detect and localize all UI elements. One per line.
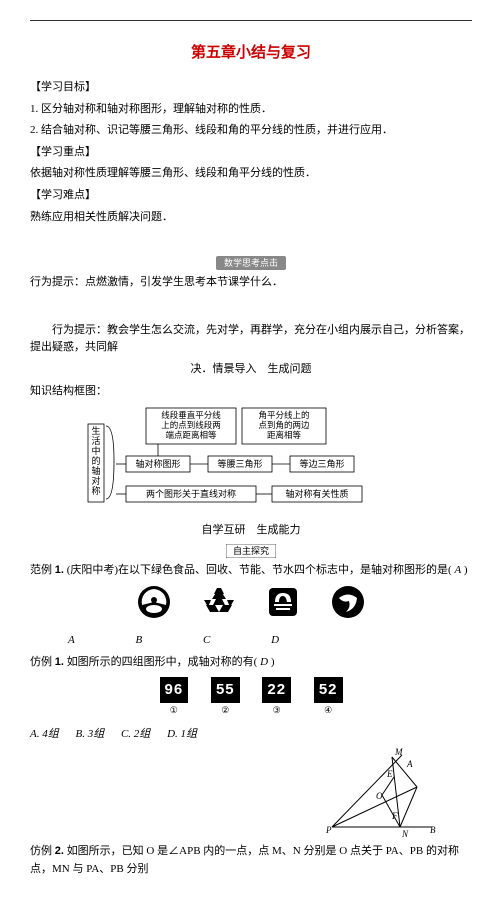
svg-text:对: 对 bbox=[91, 475, 100, 486]
svg-text:两个图形关于直线对称: 两个图形关于直线对称 bbox=[146, 488, 236, 499]
svg-text:P: P bbox=[325, 825, 332, 835]
num-2: 55 bbox=[211, 677, 240, 703]
svg-text:点到角的两边: 点到角的两边 bbox=[258, 420, 310, 430]
example-1: 范例 1. (庆阳中考)在以下绿色食品、回收、节能、节水四个标志中，是轴对称图形… bbox=[30, 562, 472, 580]
svg-text:角平分线上的: 角平分线上的 bbox=[258, 410, 309, 420]
svg-text:上的点到线段两: 上的点到线段两 bbox=[161, 420, 221, 430]
num-4: 52 bbox=[314, 677, 343, 703]
sub-3: ③ bbox=[252, 703, 301, 717]
svg-text:距离相等: 距离相等 bbox=[267, 430, 302, 440]
svg-text:的: 的 bbox=[91, 455, 100, 466]
difficulty-header: 【学习难点】 bbox=[30, 187, 472, 205]
example-close: ) bbox=[464, 564, 468, 576]
letter-a: A bbox=[68, 634, 75, 646]
svg-text:等腰三角形: 等腰三角形 bbox=[217, 458, 262, 469]
svg-text:称: 称 bbox=[91, 485, 100, 496]
svg-text:O: O bbox=[376, 791, 383, 801]
focus-text: 依据轴对称性质理解等腰三角形、线段和角平分线的性质． bbox=[30, 165, 472, 183]
imitate2-text: 如图所示，已知 O 是∠APB 内的一点，点 M、N 分别是 O 点关于 PA、… bbox=[30, 845, 459, 875]
behavior-2b: 决．情景导入 生成问题 bbox=[30, 361, 472, 379]
letter-b: B bbox=[135, 634, 142, 646]
imitate-num: 1. bbox=[55, 656, 64, 668]
behavior-2a: 行为提示：教会学生怎么交流，先对学，再群学，充分在小组内展示自己，分析答案，提出… bbox=[30, 322, 472, 357]
goal-header: 【学习目标】 bbox=[30, 79, 472, 97]
water-icon bbox=[331, 585, 365, 626]
top-rule bbox=[30, 20, 472, 21]
svg-text:数学思考点击: 数学思考点击 bbox=[224, 257, 278, 268]
sub-4: ④ bbox=[304, 703, 353, 717]
svg-text:等边三角形: 等边三角形 bbox=[299, 458, 344, 469]
example-answer: A bbox=[454, 564, 461, 576]
knowledge-diagram: 生 活 中 的 轴 对 称 线段垂直平分线 上的点到线段两 端点距离相等 角平分… bbox=[86, 406, 416, 516]
svg-text:E: E bbox=[386, 769, 393, 779]
recycle-icon bbox=[202, 585, 236, 626]
svg-text:轴对称有关性质: 轴对称有关性质 bbox=[285, 488, 348, 499]
svg-text:活: 活 bbox=[91, 435, 100, 446]
tag-banner-2-icon: 自主探究 bbox=[226, 544, 276, 558]
svg-text:生: 生 bbox=[91, 425, 100, 436]
choice-c: C. 2组 bbox=[121, 728, 150, 740]
energy-icon bbox=[266, 585, 300, 626]
number-row: 96 ① 55 ② 22 ③ 52 ④ bbox=[30, 677, 472, 720]
imitate-answer: D bbox=[260, 656, 268, 668]
focus-header: 【学习重点】 bbox=[30, 144, 472, 162]
letter-d: D bbox=[271, 634, 279, 646]
letter-c: C bbox=[203, 634, 210, 646]
difficulty-text: 熟练应用相关性质解决问题． bbox=[30, 209, 472, 227]
example-prefix: 范例 bbox=[30, 564, 52, 576]
imitate-1: 仿例 1. 如图所示的四组图形中，成轴对称的有( D ) bbox=[30, 654, 472, 672]
green-food-icon bbox=[137, 585, 171, 626]
letter-row: A B C D bbox=[30, 632, 472, 650]
example-text: (庆阳中考)在以下绿色食品、回收、节能、节水四个标志中，是轴对称图形的是( bbox=[67, 564, 452, 576]
example-num: 1. bbox=[55, 564, 64, 576]
sub-1: ① bbox=[150, 703, 199, 717]
goal-2: 2. 结合轴对称、识记等腰三角形、线段和角的平分线的性质，并进行应用． bbox=[30, 122, 472, 140]
svg-text:中: 中 bbox=[91, 445, 100, 456]
imitate-2: 仿例 2. 如图所示，已知 O 是∠APB 内的一点，点 M、N 分别是 O 点… bbox=[30, 843, 472, 878]
svg-text:M: M bbox=[394, 747, 403, 757]
svg-text:B: B bbox=[430, 825, 436, 835]
imitate-close: ) bbox=[271, 656, 275, 668]
svg-text:线段垂直平分线: 线段垂直平分线 bbox=[161, 410, 221, 420]
logo-row bbox=[30, 585, 472, 626]
choice-b: B. 3组 bbox=[75, 728, 104, 740]
svg-text:F: F bbox=[391, 811, 398, 821]
svg-text:A: A bbox=[406, 759, 413, 769]
svg-text:端点距离相等: 端点距离相等 bbox=[165, 430, 217, 440]
svg-text:N: N bbox=[401, 829, 409, 837]
goal-1: 1. 区分轴对称和轴对称图形，理解轴对称的性质． bbox=[30, 101, 472, 119]
tag-banner-icon: 数学思考点击 bbox=[216, 256, 286, 270]
chapter-title: 第五章小结与复习 bbox=[30, 41, 472, 65]
svg-text:轴: 轴 bbox=[91, 465, 100, 476]
imitate-prefix: 仿例 bbox=[30, 656, 52, 668]
choice-d: D. 1组 bbox=[167, 728, 197, 740]
num-3: 22 bbox=[262, 677, 291, 703]
diagram-caption: 自学互研 生成能力 bbox=[30, 522, 472, 540]
svg-text:自主探究: 自主探究 bbox=[233, 545, 269, 556]
num-1: 96 bbox=[160, 677, 189, 703]
behavior-1: 行为提示：点燃激情，引发学生思考本节课学什么． bbox=[30, 274, 472, 292]
choices-row: A. 4组 B. 3组 C. 2组 D. 1组 bbox=[30, 726, 472, 744]
knowledge-label: 知识结构框图： bbox=[30, 383, 472, 401]
imitate2-prefix: 仿例 bbox=[30, 845, 52, 857]
imitate-text: 如图所示的四组图形中，成轴对称的有( bbox=[67, 656, 258, 668]
sub-2: ② bbox=[201, 703, 250, 717]
imitate2-num: 2. bbox=[55, 845, 64, 857]
choice-a: A. 4组 bbox=[30, 728, 59, 740]
geometry-figure: M A P O B N E F bbox=[322, 747, 442, 837]
svg-text:轴对称图形: 轴对称图形 bbox=[135, 458, 180, 469]
